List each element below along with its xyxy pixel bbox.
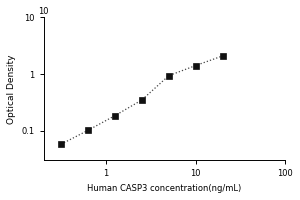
Text: 10: 10 [38, 7, 49, 16]
X-axis label: Human CASP3 concentration(ng/mL): Human CASP3 concentration(ng/mL) [87, 184, 242, 193]
Y-axis label: Optical Density: Optical Density [7, 54, 16, 124]
